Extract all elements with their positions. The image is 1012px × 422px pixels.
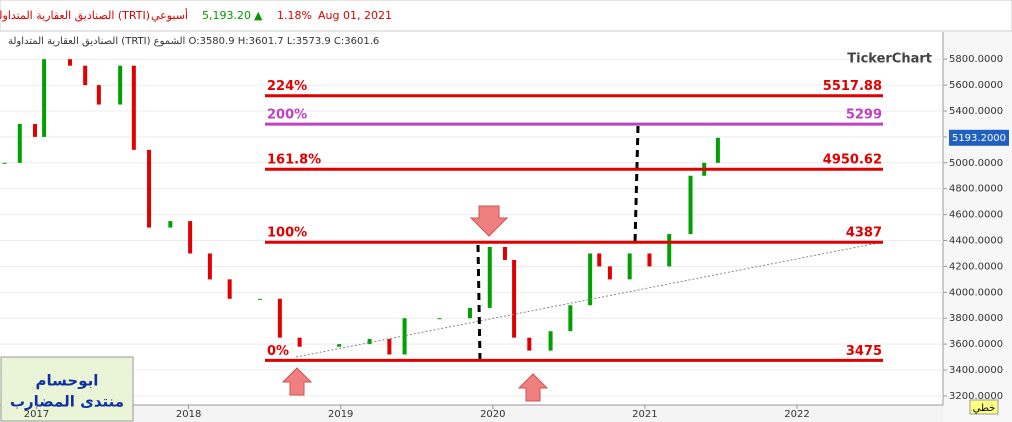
candle xyxy=(188,221,193,254)
y-tick-label: 3400.0000 xyxy=(949,365,1003,376)
signature-box xyxy=(0,356,134,422)
candle xyxy=(402,318,407,355)
candle xyxy=(67,59,72,66)
fib-value: 4950.62 xyxy=(823,153,882,168)
y-tick-label: 3200.0000 xyxy=(949,391,1003,402)
candle xyxy=(502,246,507,260)
candle xyxy=(597,253,602,267)
y-tick-label: 4200.0000 xyxy=(949,261,1003,272)
y-tick-label: 5000.0000 xyxy=(949,158,1003,169)
candle xyxy=(42,59,47,137)
change: 1.18% xyxy=(277,9,312,22)
last-price-tag xyxy=(949,129,1009,146)
fib-label: 161.8% xyxy=(267,153,321,168)
candle xyxy=(527,337,532,351)
fib-label: 100% xyxy=(267,226,307,241)
x-tick-label: 2018 xyxy=(176,409,201,420)
ohlc-line: الصناديق العقارية المتداولة (TRTI) الشمو… xyxy=(8,36,379,47)
x-tick-label: 2021 xyxy=(632,409,657,420)
candle xyxy=(297,337,302,347)
candle xyxy=(568,305,573,332)
candle xyxy=(17,123,22,163)
candle xyxy=(667,234,672,267)
signature: منتدى المضارب xyxy=(10,393,124,411)
y-tick-label: 3800.0000 xyxy=(949,313,1003,324)
x-axis-strip xyxy=(0,405,943,422)
candle xyxy=(258,298,263,300)
price: 5,193.20 xyxy=(202,9,251,22)
candle xyxy=(487,246,492,308)
candle xyxy=(207,253,212,280)
y-axis-strip xyxy=(943,32,1012,422)
fib-value: 5517.88 xyxy=(823,79,882,94)
candle xyxy=(147,149,152,228)
x-tick-label: 2017 xyxy=(24,409,49,420)
candle xyxy=(83,65,88,86)
fib-value: 5299 xyxy=(846,108,882,123)
y-tick-label: 5800.0000 xyxy=(949,54,1003,65)
signature: ابوحسام xyxy=(36,372,99,390)
y-tick-label: 3600.0000 xyxy=(949,339,1003,350)
x-tick-label: 2022 xyxy=(784,409,809,420)
candle xyxy=(715,137,720,163)
chart-type-label[interactable]: خطي xyxy=(973,403,996,414)
period: أسبوعي xyxy=(151,8,188,22)
y-tick-label: 4600.0000 xyxy=(949,210,1003,221)
y-tick-label: 4000.0000 xyxy=(949,287,1003,298)
fib-label: 200% xyxy=(267,108,307,123)
candle xyxy=(227,279,232,299)
dashed-line xyxy=(633,125,640,244)
candle xyxy=(467,307,472,319)
candle xyxy=(118,65,123,105)
candle xyxy=(32,123,37,137)
candle xyxy=(277,298,282,338)
candle xyxy=(337,344,342,347)
candle xyxy=(387,338,392,355)
arrow: ▲ xyxy=(254,9,263,22)
fib-label: 0% xyxy=(267,344,289,359)
fib-value: 4387 xyxy=(846,226,882,241)
arrow-down xyxy=(469,205,509,237)
candle xyxy=(627,253,632,280)
y-tick-label: 4400.0000 xyxy=(949,236,1003,247)
header-bar xyxy=(0,0,1012,32)
symbol-name: الصناديق العقارية المتداولة (TRTI) xyxy=(0,9,150,23)
candle xyxy=(647,253,652,267)
plot xyxy=(0,58,943,397)
x-tick-label: 2020 xyxy=(480,409,505,420)
candle xyxy=(168,221,173,228)
candle xyxy=(367,338,372,345)
candle xyxy=(688,175,693,235)
arrow-up xyxy=(517,373,549,402)
y-tick-label: 5400.0000 xyxy=(949,106,1003,117)
arrow-up xyxy=(281,367,313,396)
fib-value: 3475 xyxy=(846,344,882,359)
candle xyxy=(588,253,593,306)
candle xyxy=(131,65,136,150)
candle xyxy=(548,331,553,351)
candle xyxy=(512,259,517,338)
candle xyxy=(437,318,442,320)
candle xyxy=(607,266,612,280)
candle xyxy=(2,162,7,164)
y-tick-label: 4800.0000 xyxy=(949,184,1003,195)
x-tick-label: 2019 xyxy=(328,409,353,420)
date: Aug 01, 2021 xyxy=(318,9,392,22)
candle xyxy=(96,85,101,105)
y-tick-label: 5600.0000 xyxy=(949,80,1003,91)
fib-label: 224% xyxy=(267,79,307,94)
last-price-label: 5193.2000 xyxy=(952,133,1006,144)
chart-type-button[interactable] xyxy=(969,399,999,415)
watermark: TickerChart xyxy=(847,52,932,67)
